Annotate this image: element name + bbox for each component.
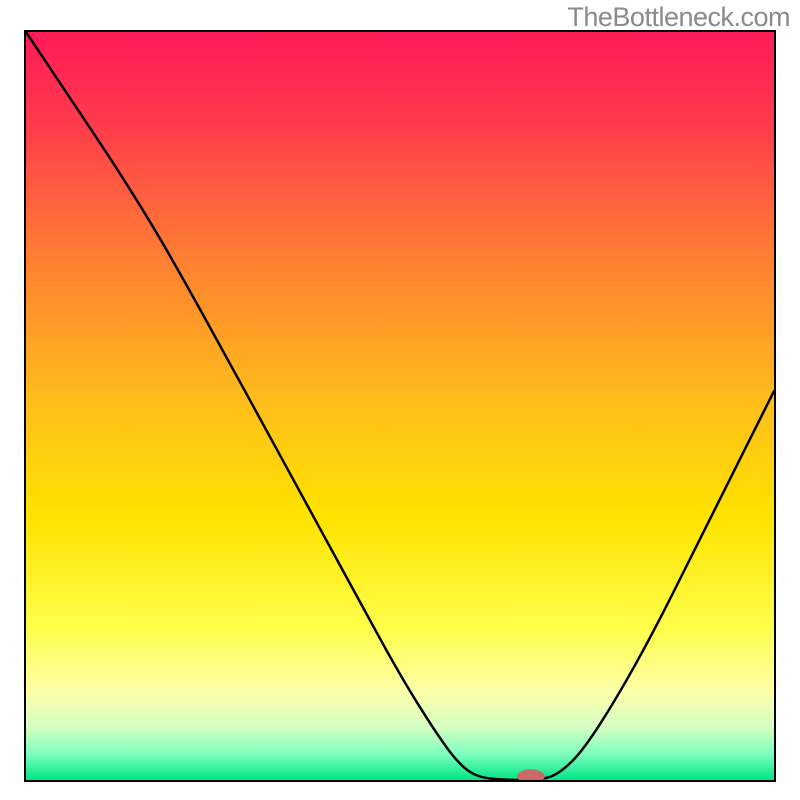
chart-svg xyxy=(26,32,774,780)
chart-background xyxy=(26,32,774,780)
watermark-text: TheBottleneck.com xyxy=(567,2,790,33)
chart-plot-area xyxy=(24,30,776,782)
